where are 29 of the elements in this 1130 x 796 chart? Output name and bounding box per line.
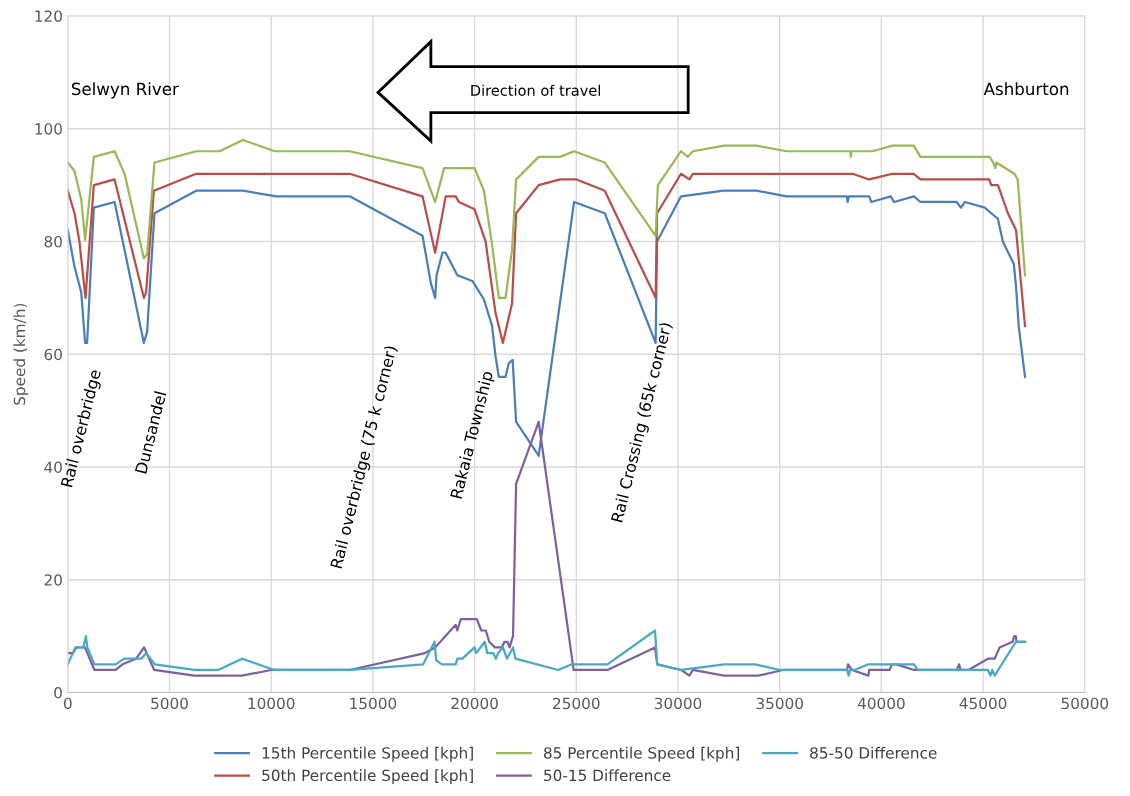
x-tick-label: 10000 — [248, 697, 295, 710]
annotation: Direction of travel — [471, 84, 601, 96]
legend-label: 15th Percentile Speed [kph] — [262, 746, 473, 762]
legend-label: 50th Percentile Speed [kph] — [262, 769, 473, 785]
line-series — [67, 629, 1027, 677]
legend-label: 50-15 Difference — [544, 769, 671, 782]
y-tick-label: 120 — [35, 10, 62, 22]
x-tick-label: 35000 — [756, 697, 803, 710]
x-tick-label: 25000 — [553, 697, 600, 710]
x-tick-label: 30000 — [654, 697, 702, 710]
legend-label: 85-50 Difference — [810, 746, 937, 759]
x-tick-label: 50000 — [1061, 697, 1109, 710]
y-axis-title: Speed (km/h) — [13, 303, 29, 405]
annotation: Ashburton — [983, 82, 1069, 96]
y-tick-label: 60 — [44, 348, 62, 361]
legend-label: 85 Percentile Speed [kph] — [543, 746, 740, 762]
y-tick-label: 100 — [35, 123, 62, 135]
y-tick-label: 20 — [44, 574, 62, 586]
y-tick-label: 0 — [54, 686, 62, 699]
y-tick-label: 40 — [44, 461, 62, 474]
x-tick-label: 0 — [63, 697, 72, 710]
y-tick-label: 80 — [44, 235, 62, 248]
x-tick-label: 20000 — [451, 697, 498, 710]
x-tick-label: 45000 — [959, 697, 1007, 710]
x-tick-label: 5000 — [151, 697, 188, 710]
x-tick-label: 40000 — [857, 697, 905, 710]
line-series — [67, 138, 1027, 299]
annotation: Selwyn River — [71, 82, 179, 99]
x-tick-label: 15000 — [350, 697, 397, 710]
